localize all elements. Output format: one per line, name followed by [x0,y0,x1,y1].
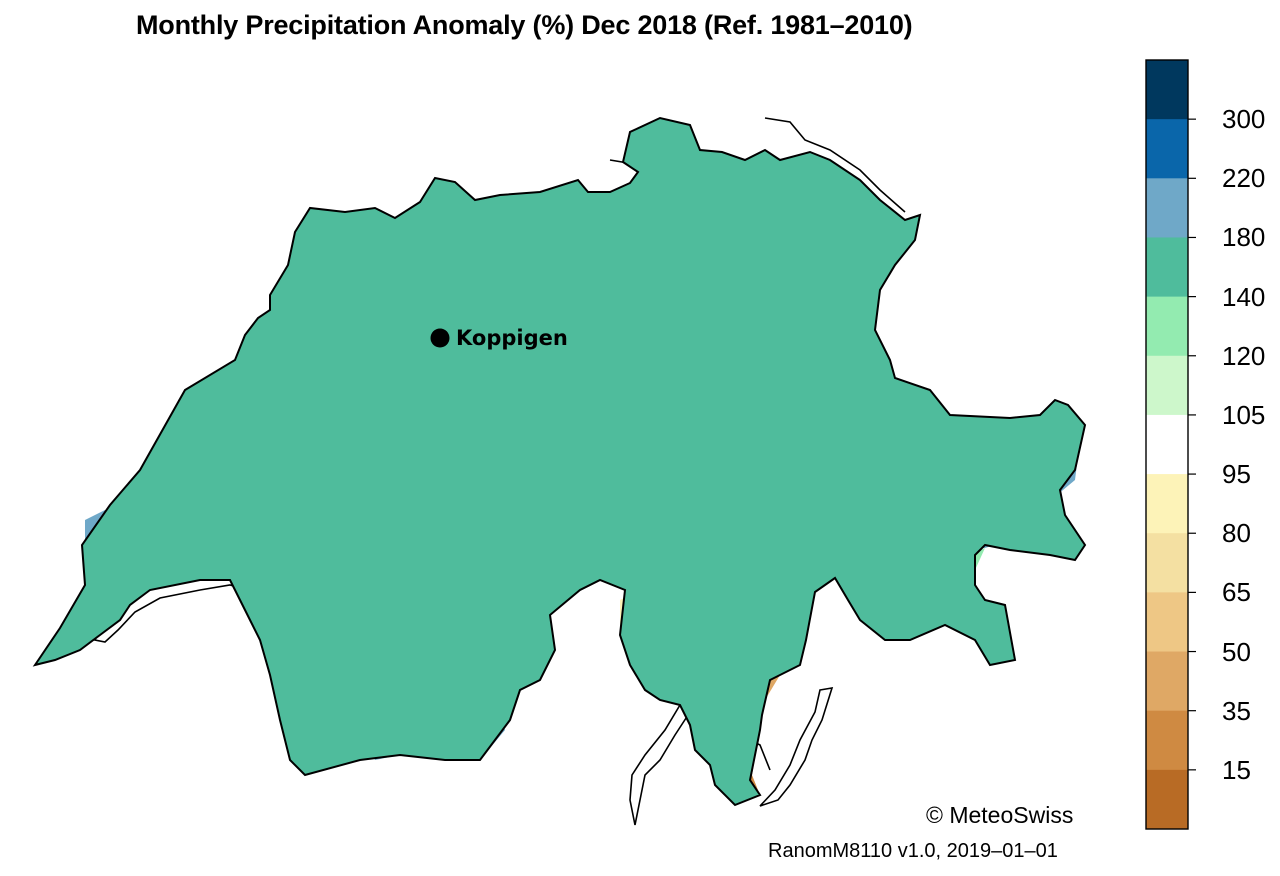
legend-swatch [1146,60,1188,120]
legend-swatch [1146,769,1188,830]
legend-label: 300 [1222,104,1266,135]
station-label: Koppigen [456,326,568,350]
legend-swatch [1146,592,1188,653]
lake-constance [764,117,906,213]
legend-label: 65 [1222,577,1251,608]
map-title: Monthly Precipitation Anomaly (%) Dec 20… [136,10,913,40]
legend-swatch [1146,296,1188,357]
legend-label: 35 [1222,695,1251,726]
color-legend [1146,60,1188,830]
legend-label: 95 [1222,459,1251,490]
legend-swatch [1146,178,1188,238]
legend-swatch [1146,237,1188,298]
legend-swatch [1146,474,1188,534]
lake-como [759,686,834,807]
version-label: RanomM8110 v1.0, 2019–01–01 [768,840,1058,862]
copyright-notice: © MeteoSwiss [926,802,1074,828]
legend-swatch [1146,119,1188,179]
lake-maggiore [629,703,692,826]
legend-label: 80 [1222,518,1251,549]
legend-label: 180 [1222,222,1266,253]
legend-label: 120 [1222,340,1266,371]
legend-swatch [1146,651,1188,712]
legend-swatch [1146,355,1188,416]
legend-swatch [1146,710,1188,771]
station-marker [430,328,450,348]
legend-swatch [1146,533,1188,593]
legend-label: 50 [1222,636,1251,667]
legend-swatch [1146,414,1188,475]
legend-label: 140 [1222,281,1266,312]
legend-label: 220 [1222,163,1266,194]
legend-label: 15 [1222,754,1251,785]
legend-label: 105 [1222,399,1266,430]
